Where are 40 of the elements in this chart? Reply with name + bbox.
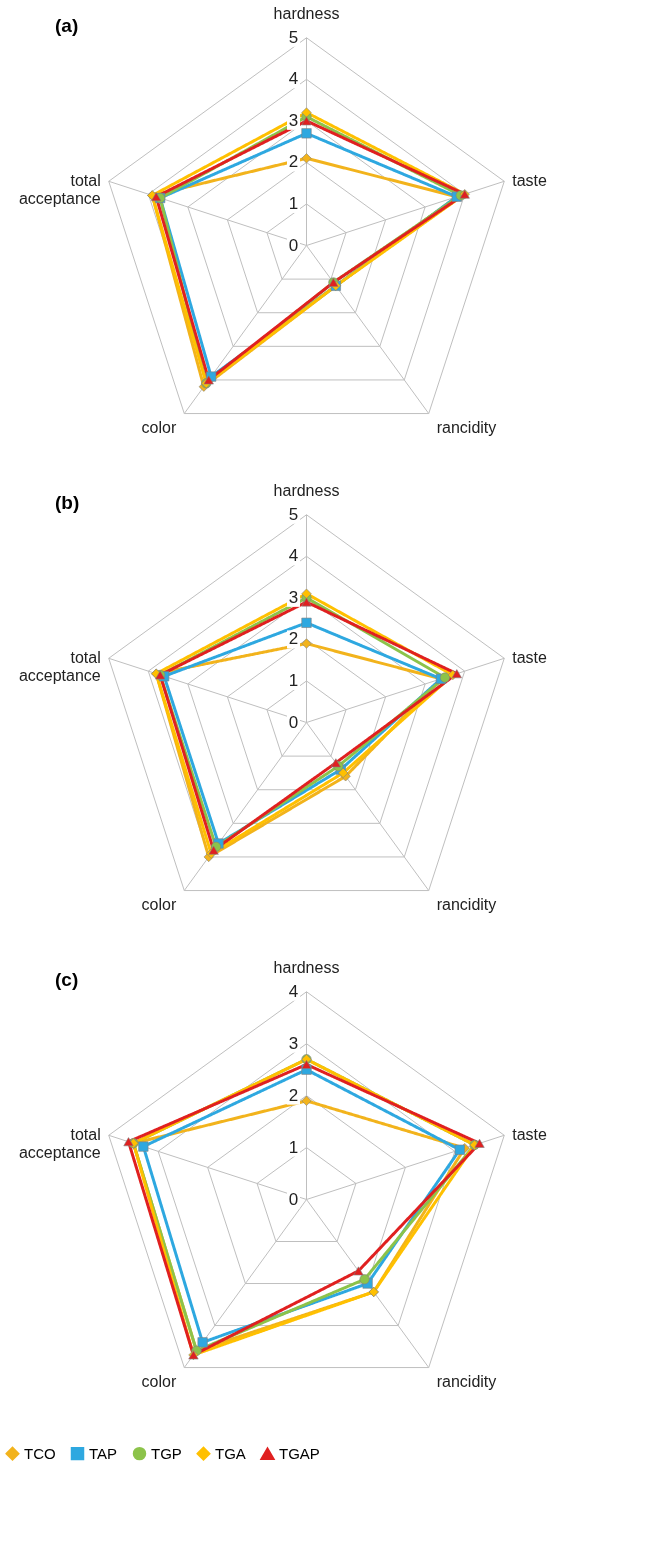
chart-title: (c) bbox=[55, 968, 79, 990]
y-tick-label: 2 bbox=[288, 629, 299, 649]
y-tick-label: 3 bbox=[288, 1033, 299, 1053]
spoke-label: total acceptance bbox=[18, 1126, 101, 1162]
y-tick-label: 4 bbox=[288, 981, 299, 1001]
spoke-label: hardness bbox=[273, 958, 340, 976]
y-tick-label: 3 bbox=[288, 587, 299, 607]
spoke-label: rancidity bbox=[436, 1372, 497, 1390]
y-tick-label: 5 bbox=[288, 504, 299, 524]
y-tick-label: 4 bbox=[288, 546, 299, 566]
spoke-label: color bbox=[141, 1372, 177, 1390]
legend-label: TCO bbox=[24, 1444, 56, 1462]
spoke-label: taste bbox=[512, 649, 548, 667]
y-tick-label: 2 bbox=[288, 152, 299, 172]
y-tick-label: 2 bbox=[288, 1085, 299, 1105]
spoke-label: rancidity bbox=[436, 418, 497, 436]
chart-title: (b) bbox=[55, 491, 80, 513]
spoke-label: total acceptance bbox=[18, 172, 101, 208]
spoke-label: taste bbox=[512, 172, 548, 190]
spoke-label: rancidity bbox=[436, 895, 497, 913]
spoke-label: color bbox=[141, 895, 177, 913]
y-tick-label: 1 bbox=[288, 193, 299, 213]
spoke-label: total acceptance bbox=[18, 649, 101, 685]
y-tick-label: 0 bbox=[288, 235, 299, 255]
y-tick-label: 1 bbox=[288, 1137, 299, 1157]
y-tick-label: 1 bbox=[288, 670, 299, 690]
legend-label: TGA bbox=[215, 1444, 246, 1462]
spoke-label: taste bbox=[512, 1126, 548, 1144]
y-tick-label: 5 bbox=[288, 27, 299, 47]
spoke-label: hardness bbox=[273, 4, 340, 22]
y-tick-label: 3 bbox=[288, 110, 299, 130]
y-tick-label: 0 bbox=[288, 712, 299, 732]
spoke-label: hardness bbox=[273, 481, 340, 499]
y-tick-label: 0 bbox=[288, 1189, 299, 1209]
legend-label: TAP bbox=[89, 1444, 118, 1462]
spoke-label: color bbox=[141, 418, 177, 436]
y-tick-label: 4 bbox=[288, 69, 299, 89]
legend-label: TGP bbox=[151, 1444, 182, 1462]
chart-title: (a) bbox=[55, 14, 79, 36]
legend-label: TGAP bbox=[279, 1444, 320, 1462]
